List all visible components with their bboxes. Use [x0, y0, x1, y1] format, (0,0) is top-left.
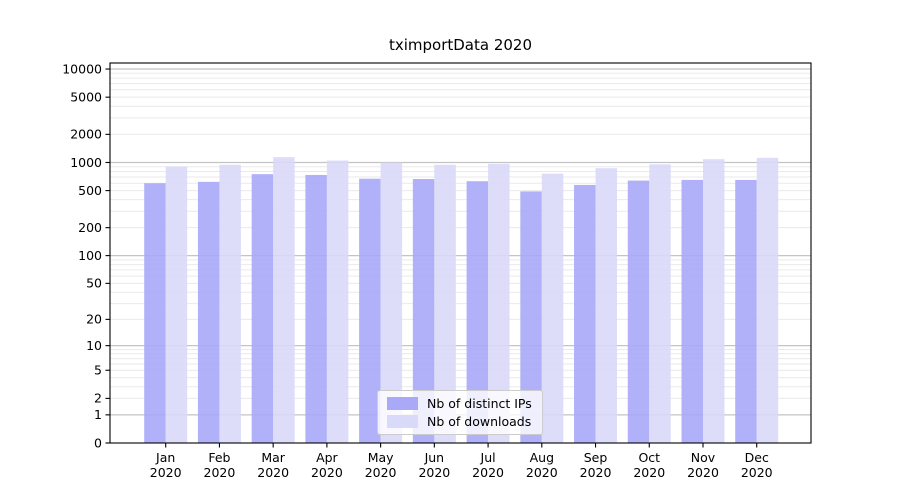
x-tick-label-month: Oct [638, 450, 660, 465]
x-tick-label-year: 2020 [365, 465, 397, 480]
bar-downloads [595, 168, 618, 443]
y-tick-label: 500 [78, 183, 102, 198]
y-tick-label: 0 [94, 435, 102, 450]
x-tick-label-month: Jul [480, 450, 496, 465]
bar-distinct-ips [197, 181, 220, 444]
bar-downloads [756, 157, 779, 443]
x-tick-label-year: 2020 [204, 465, 236, 480]
legend-label-downloads: Nb of downloads [427, 414, 532, 429]
x-tick-label-month: Feb [208, 450, 230, 465]
y-tick-label: 1 [94, 407, 102, 422]
y-tick-label: 20 [86, 312, 102, 327]
legend-swatch-distinct-ips [387, 397, 418, 410]
legend-label-distinct-ips: Nb of distinct IPs [427, 396, 532, 411]
x-tick-label-year: 2020 [526, 465, 558, 480]
x-tick-label-year: 2020 [580, 465, 612, 480]
bar-distinct-ips [681, 179, 703, 443]
x-tick-label-year: 2020 [633, 465, 665, 480]
x-tick-label-year: 2020 [311, 465, 343, 480]
x-tick-label-year: 2020 [687, 465, 719, 480]
bar-distinct-ips [251, 174, 274, 444]
bar-distinct-ips [627, 180, 650, 443]
y-tick-label: 1000 [70, 155, 102, 170]
y-tick-label: 2 [94, 391, 102, 406]
bar-distinct-ips [574, 184, 596, 444]
x-tick-label-year: 2020 [150, 465, 182, 480]
bar-distinct-ips [359, 178, 381, 443]
x-tick-label-month: Apr [316, 450, 338, 465]
bar-downloads [380, 162, 403, 443]
legend-item-distinct-ips: Nb of distinct IPs [387, 396, 532, 411]
y-tick-label: 5 [94, 363, 102, 378]
bar-distinct-ips [144, 183, 166, 443]
x-tick-label-year: 2020 [257, 465, 289, 480]
bar-downloads [703, 159, 725, 444]
x-tick-label-month: Jan [155, 450, 175, 465]
y-tick-label: 50 [86, 276, 102, 291]
x-tick-label-year: 2020 [418, 465, 450, 480]
bar-downloads [219, 164, 241, 444]
y-tick-label: 100 [78, 248, 102, 263]
y-tick-label: 5000 [70, 89, 102, 104]
bar-distinct-ips [466, 181, 489, 443]
y-tick-label: 10000 [62, 61, 102, 76]
axis-spine [109, 62, 812, 444]
legend-swatch-downloads [387, 415, 418, 428]
bar-downloads [165, 166, 188, 443]
x-tick-label-month: Dec [745, 450, 769, 465]
y-tick-label: 200 [78, 220, 102, 235]
bar-downloads [488, 163, 510, 443]
bar-distinct-ips [305, 174, 327, 443]
bar-downloads [273, 157, 295, 443]
bar-downloads [326, 160, 349, 443]
legend: Nb of distinct IPs Nb of downloads [377, 390, 543, 435]
bar-downloads [649, 164, 671, 443]
x-tick-label-year: 2020 [472, 465, 504, 480]
x-tick-label-year: 2020 [741, 465, 773, 480]
x-tick-label-month: Aug [530, 450, 554, 465]
bar-distinct-ips [520, 191, 542, 443]
bar-distinct-ips [735, 179, 757, 443]
bar-downloads [541, 173, 564, 443]
bar-distinct-ips [412, 179, 435, 443]
x-tick-label-month: Sep [584, 450, 608, 465]
x-tick-label-month: Mar [261, 450, 285, 465]
x-tick-label-month: May [368, 450, 394, 465]
chart-title: tximportData 2020 [388, 36, 533, 54]
bar-downloads [434, 164, 456, 444]
x-tick-label-month: Jun [424, 450, 445, 465]
legend-item-downloads: Nb of downloads [387, 414, 532, 429]
y-tick-label: 10 [86, 338, 102, 353]
y-tick-label: 2000 [70, 127, 102, 142]
x-tick-label-month: Nov [691, 450, 716, 465]
